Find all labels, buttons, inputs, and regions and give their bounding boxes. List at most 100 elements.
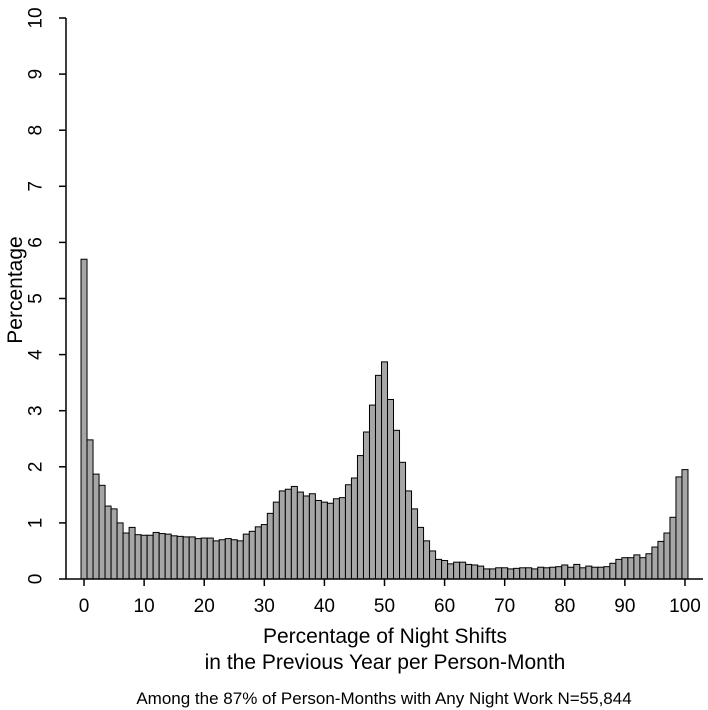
bar-62	[453, 561, 461, 580]
bar-56	[417, 526, 425, 580]
bar-88	[609, 562, 617, 580]
bar-45	[350, 477, 358, 580]
bar-79	[555, 566, 563, 580]
bar-90	[621, 557, 629, 580]
bar-98	[669, 516, 677, 580]
y-tick-label: 10	[26, 7, 47, 28]
bar-27	[242, 533, 250, 580]
bar-71	[507, 568, 515, 580]
bar-69	[495, 567, 503, 580]
bar-83	[579, 567, 587, 580]
bar-91	[627, 557, 635, 580]
bar-66	[477, 565, 485, 580]
bar-96	[657, 540, 665, 580]
x-tick-label: 100	[669, 596, 701, 617]
bar-series	[80, 258, 689, 580]
bar-39	[314, 499, 322, 580]
bar-47	[362, 431, 370, 580]
y-axis-ticks: 0 1 2 3 4 5 6 7 8 9 10	[26, 7, 66, 584]
bar-89	[615, 558, 623, 580]
y-tick-label: 1	[26, 518, 47, 529]
bar-0	[80, 258, 88, 580]
bar-94	[645, 553, 653, 580]
bar-19	[194, 538, 202, 580]
bar-43	[338, 497, 346, 580]
bar-50	[381, 361, 389, 580]
y-tick-label: 9	[26, 69, 47, 80]
bar-81	[567, 566, 575, 580]
x-tick-label: 70	[494, 596, 515, 617]
x-axis-title-line-2: in the Previous Year per Person-Month	[205, 651, 566, 674]
bar-4	[104, 505, 112, 580]
bar-87	[603, 566, 611, 580]
bar-64	[465, 563, 473, 580]
bar-48	[368, 404, 376, 580]
bar-16	[176, 535, 184, 580]
bar-76	[537, 566, 545, 580]
bar-86	[597, 566, 605, 580]
x-tick-label: 40	[314, 596, 335, 617]
x-tick-label: 50	[374, 596, 395, 617]
y-tick-label: 8	[26, 125, 47, 136]
bar-28	[248, 530, 256, 580]
bar-74	[525, 567, 533, 580]
bar-85	[591, 566, 599, 580]
bar-99	[675, 476, 683, 580]
bar-41	[326, 502, 334, 580]
bar-37	[302, 495, 310, 580]
bar-17	[182, 536, 190, 580]
bar-18	[188, 536, 196, 580]
bar-5	[110, 508, 118, 580]
bar-95	[651, 546, 659, 580]
bar-53	[399, 461, 407, 580]
bar-24	[224, 538, 232, 580]
bar-84	[585, 565, 593, 580]
bar-8	[128, 526, 136, 580]
bar-1	[86, 439, 94, 580]
bar-70	[501, 567, 509, 580]
bar-73	[519, 567, 527, 580]
bar-10	[140, 534, 148, 580]
bar-14	[164, 533, 172, 580]
bar-75	[531, 568, 539, 580]
bar-72	[513, 567, 521, 580]
bar-9	[134, 534, 142, 580]
bar-82	[573, 563, 581, 580]
x-axis-ticks: 0 10 20 30 40 50 60 70 80 90 100	[79, 579, 701, 617]
bar-49	[374, 374, 382, 580]
bar-65	[471, 564, 479, 580]
x-tick-label: 0	[79, 596, 90, 617]
bar-34	[284, 488, 292, 580]
bar-15	[170, 535, 178, 580]
bar-67	[483, 568, 491, 580]
bar-29	[254, 526, 262, 580]
bar-92	[633, 554, 641, 580]
bar-100	[681, 469, 689, 580]
bar-7	[122, 532, 130, 580]
bar-22	[212, 540, 220, 580]
bar-52	[393, 429, 401, 580]
bar-26	[236, 540, 244, 580]
bar-63	[459, 561, 467, 580]
x-tick-label: 30	[254, 596, 275, 617]
bar-35	[290, 485, 298, 580]
bar-6	[116, 522, 124, 580]
bar-80	[561, 564, 569, 580]
bar-42	[332, 498, 340, 580]
bar-61	[447, 563, 455, 580]
y-tick-label: 3	[26, 405, 47, 416]
bar-58	[429, 550, 437, 580]
chart-note: Among the 87% of Person-Months with Any …	[136, 689, 631, 708]
y-tick-label: 6	[26, 237, 47, 248]
bar-32	[272, 501, 280, 580]
bar-68	[489, 568, 497, 580]
bar-30	[260, 524, 268, 580]
bar-3	[98, 484, 106, 580]
bar-55	[411, 508, 419, 580]
bar-46	[356, 455, 364, 580]
x-tick-label: 80	[554, 596, 575, 617]
bar-33	[278, 490, 286, 580]
y-axis-title: Percentage	[4, 236, 27, 343]
bar-54	[405, 490, 413, 580]
